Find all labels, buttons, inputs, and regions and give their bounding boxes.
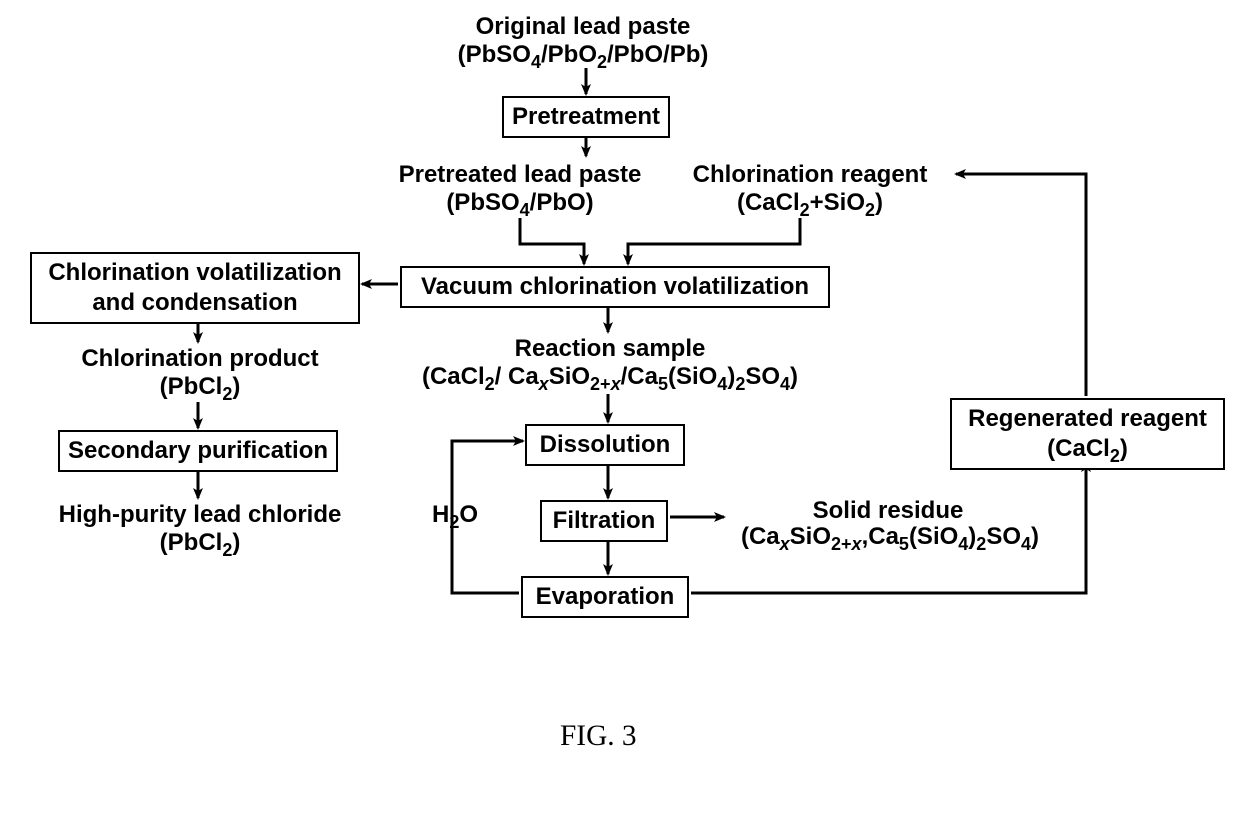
node-rs_title: Reaction sample	[370, 334, 850, 364]
node-cr_formula: (CaCl2+SiO2)	[670, 188, 950, 218]
node-hplc_title: High-purity lead chloride	[30, 500, 370, 530]
node-evap: Evaporation	[521, 576, 689, 618]
node-pp_title: Pretreated lead paste	[370, 160, 670, 190]
node-dissol: Dissolution	[525, 424, 685, 466]
node-pp_formula: (PbSO4/PbO)	[370, 188, 670, 218]
edge-e3	[520, 218, 584, 264]
node-cp_formula: (PbCl2)	[40, 372, 360, 402]
node-rs_formula: (CaCl2/ CaxSiO2+x/Ca5(SiO4)2SO4)	[370, 362, 850, 392]
node-regen: Regenerated reagent(CaCl2)	[950, 398, 1225, 470]
node-cr_title: Chlorination reagent	[670, 160, 950, 190]
node-orig_formula: (PbSO4/PbO2/PbO/Pb)	[403, 40, 763, 70]
flowchart-canvas: Original lead paste(PbSO4/PbO2/PbO/Pb) Pr…	[0, 0, 1239, 834]
node-h2o: H2O	[420, 500, 490, 530]
edge-e16	[956, 174, 1086, 396]
node-sr_formula: (CaxSiO2+x,Ca5(SiO4)2SO4)	[690, 522, 1090, 552]
node-cp_title: Chlorination product	[40, 344, 360, 374]
node-vcv: Vacuum chlorination volatilization	[400, 266, 830, 308]
node-cvc: Chlorination volatilizationand condensat…	[30, 252, 360, 324]
node-secpur: Secondary purification	[58, 430, 338, 472]
node-filtr: Filtration	[540, 500, 668, 542]
node-pretreat: Pretreatment	[502, 96, 670, 138]
node-hplc_formula: (PbCl2)	[30, 528, 370, 558]
figure-caption: FIG. 3	[560, 720, 637, 753]
edge-e4	[628, 218, 800, 264]
node-orig_title: Original lead paste	[403, 12, 763, 42]
